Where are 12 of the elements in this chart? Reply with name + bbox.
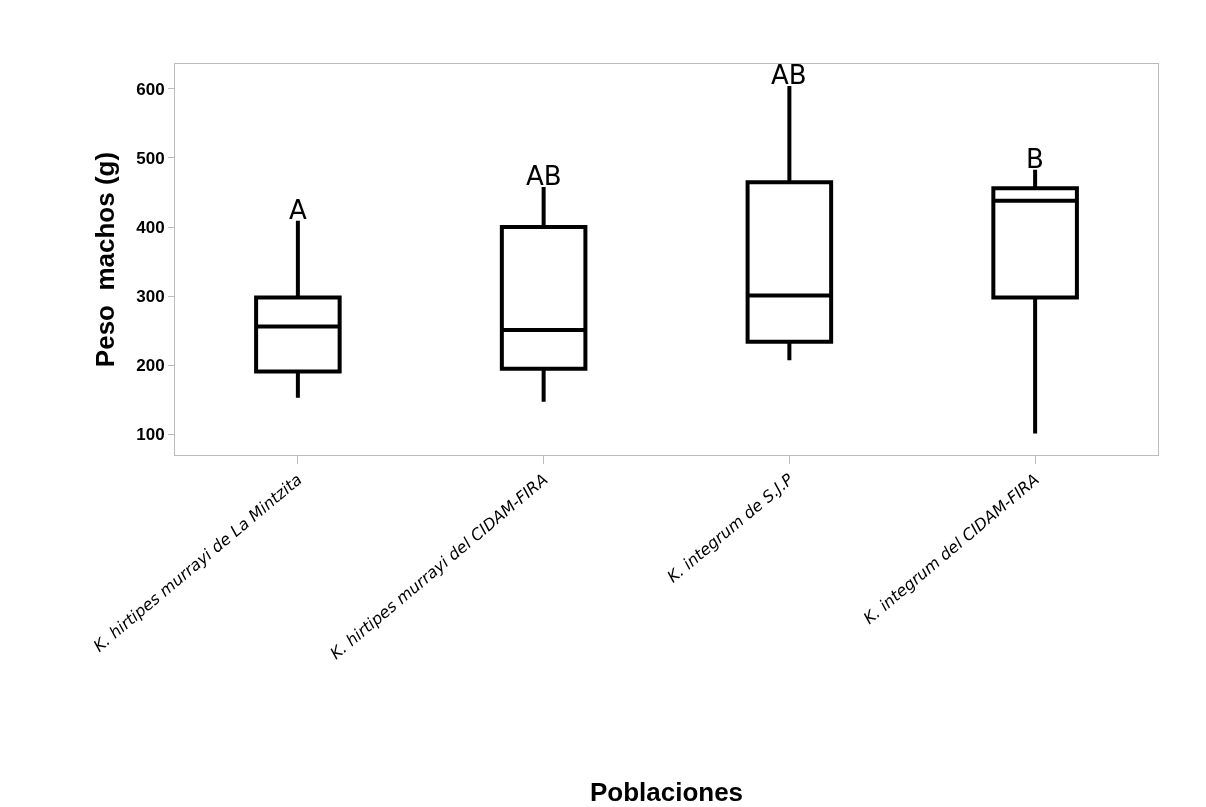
y-tick-label: 500 bbox=[136, 148, 165, 168]
y-tick-label: 200 bbox=[136, 356, 165, 376]
annotation: B bbox=[1026, 144, 1044, 174]
y-axis-title: Peso machos (g) bbox=[89, 151, 120, 368]
y-tick-label: 300 bbox=[136, 287, 165, 307]
y-tick-label: 400 bbox=[136, 217, 165, 237]
x-axis-title: Poblaciones bbox=[589, 777, 744, 807]
annotation: A bbox=[289, 195, 307, 225]
annotation: AB bbox=[771, 60, 807, 90]
y-tick-label: 100 bbox=[136, 425, 165, 445]
annotation: AB bbox=[526, 161, 562, 191]
y-tick-label: 600 bbox=[136, 79, 165, 99]
